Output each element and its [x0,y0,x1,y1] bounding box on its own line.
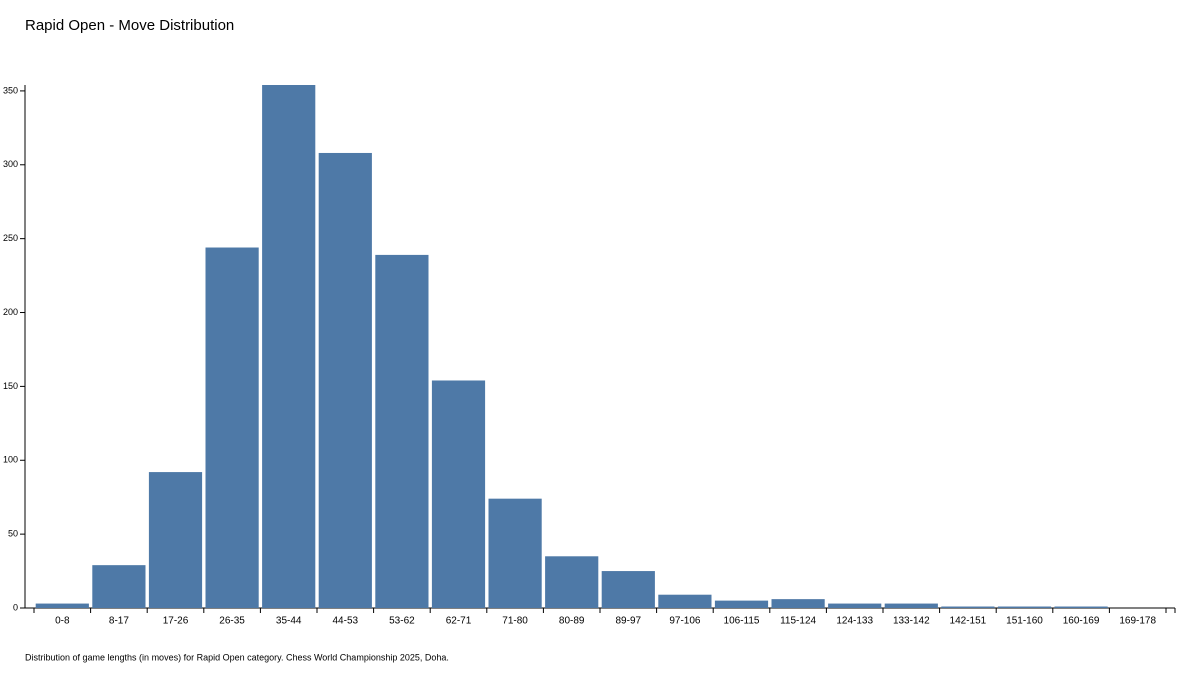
x-tick-label: 62-71 [446,616,472,627]
bar [771,599,825,608]
bar [828,603,882,608]
x-tick-label: 142-151 [950,616,987,627]
x-tick-label: 169-178 [1119,616,1156,627]
x-tick-label: 26-35 [219,616,245,627]
x-tick-label: 0-8 [55,616,70,627]
x-tick-label: 133-142 [893,616,930,627]
y-tick-label: 100 [3,455,18,465]
x-tick-label: 151-160 [1006,616,1043,627]
bar [35,603,89,608]
x-tick-label: 115-124 [780,616,816,627]
bar [92,565,146,608]
bar [1054,606,1108,608]
x-tick-label: 8-17 [109,616,129,627]
bar [148,472,203,608]
y-tick-label: 50 [8,529,18,539]
bar [431,380,486,608]
y-tick-label: 150 [3,381,18,391]
y-tick-label: 350 [3,85,18,95]
x-tick-label: 71-80 [502,616,528,627]
bar [941,606,995,608]
x-tick-label: 17-26 [163,616,189,627]
chart-caption: Distribution of game lengths (in moves) … [25,652,449,662]
x-tick-label: 89-97 [616,616,642,627]
x-tick-label: 97-106 [669,616,701,627]
y-tick-label: 250 [3,233,18,243]
bar [205,247,259,608]
bar [997,606,1052,608]
chart-title: Rapid Open - Move Distribution [25,17,234,34]
bar [545,556,599,608]
bar [884,603,938,608]
x-tick-label: 35-44 [276,616,302,627]
y-tick-label: 0 [13,602,18,612]
x-tick-label: 44-53 [333,616,359,627]
x-tick-label: 80-89 [559,616,585,627]
x-tick-label: 53-62 [389,616,415,627]
bar [658,594,712,608]
bar [714,600,769,608]
bar [318,152,372,608]
y-tick-label: 300 [3,159,18,169]
bar [375,254,429,608]
bar [601,571,655,608]
y-tick-label: 200 [3,307,18,317]
x-tick-label: 124-133 [836,616,873,627]
bar [262,85,316,608]
bar [488,498,542,608]
x-tick-label: 160-169 [1063,616,1100,627]
x-tick-label: 106-115 [724,616,760,627]
